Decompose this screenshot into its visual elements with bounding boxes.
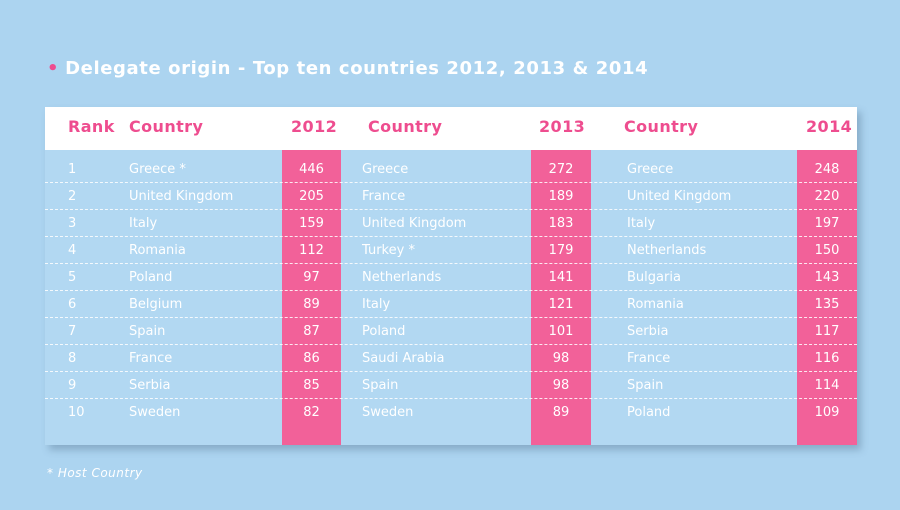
cell-country-2012: Belgium: [129, 297, 183, 312]
cell-country-2014: Spain: [627, 378, 664, 393]
title-bullet: •: [47, 58, 60, 79]
cell-value-2012: 159: [299, 216, 324, 231]
cell-value-2014: 114: [814, 378, 840, 393]
cell-value-2012: 205: [299, 189, 324, 204]
cell-value-2013: 101: [548, 324, 574, 339]
table-row: 8 France 86 Saudi Arabia 98 France 116: [45, 345, 857, 372]
header-year-2013: 2013: [539, 117, 586, 136]
cell-value-2013: 98: [552, 378, 570, 393]
cell-value-2013: 89: [552, 405, 570, 420]
cell-country-2013: France: [362, 189, 406, 204]
cell-value-2013: 141: [548, 270, 574, 285]
cell-country-2012: Sweden: [129, 405, 181, 420]
cell-country-2013: Sweden: [362, 405, 414, 420]
cell-value-2014: 143: [814, 270, 840, 285]
cell-value-2014: 116: [814, 351, 840, 366]
cell-country-2014: Bulgaria: [627, 270, 681, 285]
cell-country-2013: Saudi Arabia: [362, 351, 445, 366]
cell-country-2012: Greece *: [129, 162, 186, 177]
cell-country-2014: Netherlands: [627, 243, 707, 258]
cell-country-2013: Netherlands: [362, 270, 442, 285]
cell-rank: 9: [68, 378, 77, 393]
table-row: 2 United Kingdom 205 France 189 United Kingdo…: [45, 183, 857, 210]
title-text: Delegate origin - Top ten countries 2012…: [65, 58, 649, 79]
cell-value-2014: 150: [814, 243, 840, 258]
cell-rank: 4: [68, 243, 77, 258]
table-row: 3 Italy 159 United Kingdom 183 Italy 197: [45, 210, 857, 237]
cell-value-2014: 248: [814, 162, 840, 177]
cell-rank: 6: [68, 297, 77, 312]
cell-rank: 2: [68, 189, 77, 204]
cell-country-2014: Poland: [627, 405, 671, 420]
cell-value-2012: 112: [299, 243, 324, 258]
page-title: • Delegate origin - Top ten countries 201…: [47, 58, 648, 79]
delegate-origin-table: Rank Country 2012 Country 2013 Country 2…: [45, 107, 857, 445]
cell-country-2014: Greece: [627, 162, 674, 177]
cell-value-2014: 135: [814, 297, 840, 312]
column-highlight-2013: [531, 150, 591, 445]
table-row: 7 Spain 87 Poland 101 Serbia 117: [45, 318, 857, 345]
cell-value-2012: 85: [303, 378, 320, 393]
cell-value-2013: 189: [548, 189, 574, 204]
cell-country-2012: United Kingdom: [129, 189, 234, 204]
cell-value-2012: 86: [303, 351, 320, 366]
cell-country-2012: Spain: [129, 324, 166, 339]
table-row: 10 Sweden 82 Sweden 89 Poland 109: [45, 399, 857, 426]
cell-country-2013: Greece: [362, 162, 409, 177]
cell-country-2012: France: [129, 351, 173, 366]
cell-country-2013: Spain: [362, 378, 399, 393]
cell-value-2012: 97: [303, 270, 320, 285]
cell-value-2013: 183: [548, 216, 574, 231]
cell-country-2012: Poland: [129, 270, 173, 285]
cell-rank: 7: [68, 324, 77, 339]
table-row: 1 Greece * 446 Greece 272 Greece 248: [45, 156, 857, 183]
cell-rank: 10: [68, 405, 85, 420]
cell-country-2013: Italy: [362, 297, 391, 312]
header-country-2014: Country: [624, 117, 699, 136]
cell-rank: 8: [68, 351, 77, 366]
table-row: 4 Romania 112 Turkey * 179 Netherlands 150: [45, 237, 857, 264]
header-year-2012: 2012: [291, 117, 338, 136]
header-year-2014: 2014: [806, 117, 853, 136]
cell-country-2013: Turkey *: [362, 243, 415, 258]
cell-country-2012: Italy: [129, 216, 158, 231]
cell-value-2013: 121: [548, 297, 574, 312]
cell-country-2013: Poland: [362, 324, 406, 339]
cell-value-2012: 82: [303, 405, 320, 420]
cell-value-2014: 197: [814, 216, 840, 231]
cell-rank: 3: [68, 216, 77, 231]
cell-value-2014: 109: [814, 405, 840, 420]
cell-rank: 1: [68, 162, 77, 177]
column-highlight-2012: [282, 150, 341, 445]
cell-rank: 5: [68, 270, 77, 285]
table-row: 5 Poland 97 Netherlands 141 Bulgaria 143: [45, 264, 857, 291]
cell-country-2012: Serbia: [129, 378, 171, 393]
footnote-host-country: * Host Country: [47, 466, 143, 480]
cell-country-2014: United Kingdom: [627, 189, 732, 204]
cell-country-2014: France: [627, 351, 671, 366]
header-country-2013: Country: [368, 117, 443, 136]
cell-country-2014: Serbia: [627, 324, 669, 339]
cell-value-2012: 87: [303, 324, 320, 339]
header-rank: Rank: [68, 117, 115, 136]
header-country-2012: Country: [129, 117, 204, 136]
table-row: 9 Serbia 85 Spain 98 Spain 114: [45, 372, 857, 399]
cell-value-2012: 89: [303, 297, 320, 312]
table-body: 1 Greece * 446 Greece 272 Greece 248 2 United Ki…: [45, 156, 857, 426]
cell-value-2013: 179: [548, 243, 574, 258]
cell-value-2012: 446: [299, 162, 324, 177]
cell-country-2012: Romania: [129, 243, 186, 258]
table-header-bar: Rank Country 2012 Country 2013 Country 2…: [45, 107, 857, 150]
cell-country-2014: Italy: [627, 216, 656, 231]
cell-value-2013: 98: [552, 351, 570, 366]
table-row: 6 Belgium 89 Italy 121 Romania 135: [45, 291, 857, 318]
cell-country-2014: Romania: [627, 297, 684, 312]
cell-value-2014: 220: [814, 189, 840, 204]
cell-value-2013: 272: [548, 162, 574, 177]
cell-value-2014: 117: [814, 324, 840, 339]
column-highlight-2014: [797, 150, 857, 445]
cell-country-2013: United Kingdom: [362, 216, 467, 231]
